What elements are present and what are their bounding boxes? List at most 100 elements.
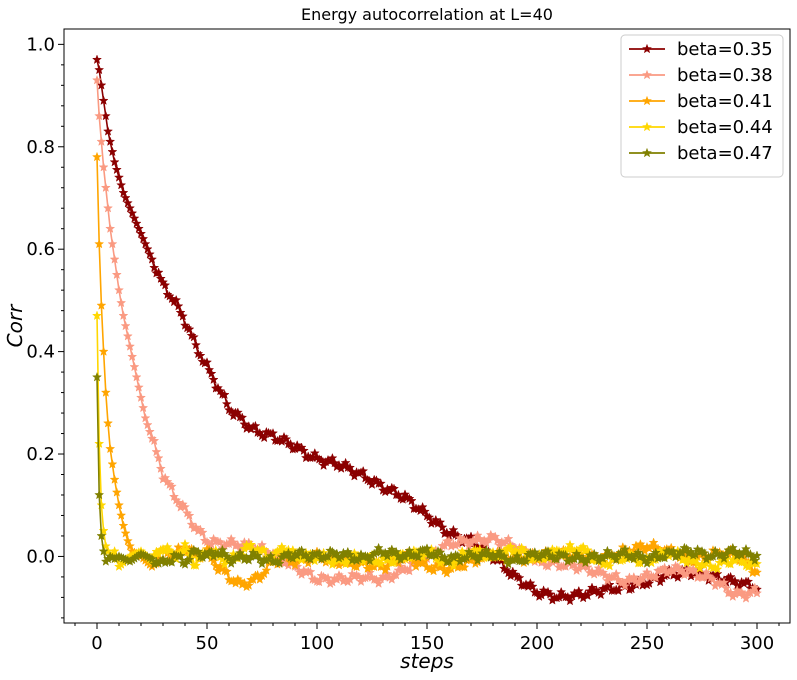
- data-point: [107, 146, 118, 157]
- data-point: [237, 412, 248, 422]
- data-point: [727, 542, 738, 553]
- data-point: [613, 585, 624, 596]
- data-point: [109, 545, 120, 556]
- data-point: [388, 557, 400, 567]
- data-point: [239, 577, 250, 588]
- data-point: [375, 478, 386, 488]
- data-point: [221, 566, 232, 576]
- data-point: [305, 554, 316, 564]
- data-point: [283, 547, 294, 558]
- y-tick-label: 0.4: [26, 342, 55, 363]
- data-point: [105, 136, 116, 146]
- x-tick-label: 100: [300, 633, 334, 654]
- data-point: [135, 392, 147, 402]
- data-point: [309, 447, 320, 458]
- x-axis: 0 50 100 150 200 250 300: [74, 623, 780, 654]
- legend-label: beta=0.44: [677, 117, 773, 138]
- data-point: [267, 427, 279, 438]
- x-tick-label: 250: [630, 633, 664, 654]
- data-point: [206, 368, 217, 379]
- data-point: [175, 550, 186, 561]
- data-point: [681, 543, 692, 554]
- data-point: [600, 570, 611, 580]
- data-point: [155, 463, 166, 473]
- data-point: [503, 533, 514, 544]
- data-point: [344, 462, 356, 472]
- data-point: [564, 595, 576, 606]
- data-point: [94, 438, 105, 449]
- data-point: [505, 541, 516, 552]
- series-beta=0.38: [91, 74, 763, 603]
- y-tick-label: 0.2: [26, 444, 55, 465]
- data-point: [179, 538, 191, 549]
- data-point: [133, 382, 144, 392]
- data-point: [582, 590, 593, 601]
- data-point: [725, 587, 736, 598]
- data-point: [113, 499, 125, 510]
- data-point: [641, 567, 653, 577]
- data-point: [659, 552, 670, 563]
- data-point: [116, 297, 127, 308]
- data-point: [520, 556, 532, 566]
- data-point: [160, 472, 171, 483]
- data-point: [391, 546, 402, 557]
- data-point: [166, 557, 177, 567]
- data-point: [421, 543, 433, 553]
- data-point: [329, 457, 340, 468]
- data-point: [439, 540, 450, 551]
- data-point: [129, 361, 140, 372]
- data-point: [142, 419, 153, 430]
- data-point: [281, 433, 292, 444]
- data-point: [91, 54, 103, 65]
- data-point: [133, 223, 144, 234]
- data-point: [127, 208, 138, 218]
- data-point: [428, 565, 439, 576]
- data-point: [542, 545, 554, 556]
- data-point: [668, 546, 679, 556]
- legend-marker: [641, 121, 653, 132]
- data-point: [91, 74, 103, 85]
- data-point: [250, 420, 261, 431]
- data-point: [193, 546, 204, 556]
- data-point: [611, 568, 622, 579]
- legend-label: beta=0.35: [677, 39, 773, 60]
- data-point: [153, 267, 164, 277]
- data-point: [107, 238, 118, 249]
- data-point: [206, 546, 217, 556]
- data-point: [160, 279, 171, 290]
- data-point: [322, 572, 334, 583]
- data-point: [701, 567, 712, 577]
- data-point: [96, 499, 107, 510]
- data-point: [285, 438, 296, 449]
- data-point: [94, 110, 105, 121]
- data-point: [116, 510, 127, 520]
- data-point: [707, 574, 719, 584]
- data-point: [190, 339, 202, 350]
- data-point: [120, 320, 131, 331]
- data-point: [743, 576, 754, 586]
- data-point: [219, 389, 230, 400]
- legend-box: [620, 34, 784, 178]
- legend-marker: [641, 43, 653, 54]
- data-point: [113, 284, 125, 295]
- data-point: [96, 80, 107, 90]
- data-point: [619, 544, 631, 554]
- data-point: [208, 555, 219, 566]
- data-point: [239, 419, 250, 429]
- data-point: [94, 64, 105, 75]
- data-point: [91, 371, 103, 382]
- y-tick-label: 0.0: [26, 546, 55, 567]
- legend-marker: [641, 69, 653, 80]
- data-point: [718, 553, 730, 563]
- data-point: [122, 330, 133, 341]
- data-point: [98, 346, 109, 356]
- data-point: [111, 269, 122, 280]
- x-tick-label: 0: [91, 633, 102, 654]
- data-point: [184, 324, 195, 334]
- data-point: [109, 254, 120, 264]
- data-point: [749, 582, 760, 593]
- data-point: [582, 544, 593, 555]
- data-point: [388, 483, 400, 494]
- data-point: [122, 197, 133, 208]
- data-point: [391, 569, 402, 580]
